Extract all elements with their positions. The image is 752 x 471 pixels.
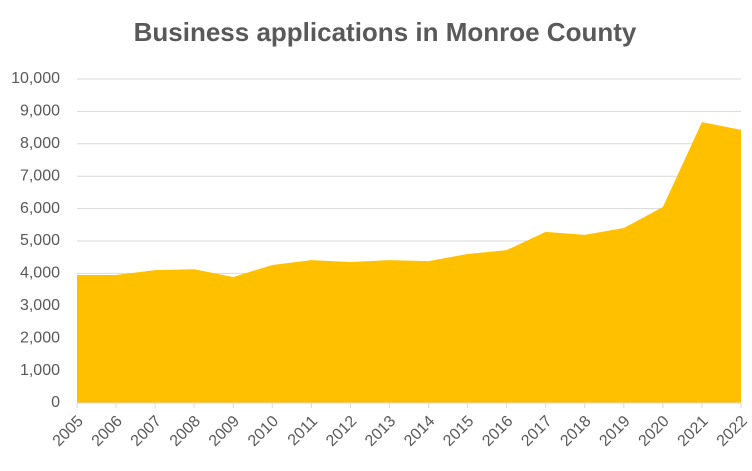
x-tick-label: 2016 [479, 413, 516, 450]
x-tick-label: 2014 [401, 413, 438, 450]
x-tick-label: 2019 [596, 413, 633, 450]
x-tick-label: 2017 [518, 413, 555, 450]
x-tick-label: 2013 [362, 413, 399, 450]
y-tick-label: 7,000 [20, 167, 60, 184]
y-tick-label: 4,000 [20, 265, 60, 282]
x-tick-label: 2010 [245, 413, 282, 450]
y-tick-label: 6,000 [20, 200, 60, 217]
x-tick-label: 2005 [50, 413, 87, 450]
x-tick-label: 2021 [675, 413, 712, 450]
x-tick-label: 2009 [206, 413, 243, 450]
x-tick-label: 2015 [440, 413, 477, 450]
y-tick-label: 1,000 [20, 362, 60, 379]
area [77, 122, 741, 403]
x-tick-label: 2012 [323, 413, 360, 450]
y-tick-label: 9,000 [20, 103, 60, 120]
x-tick-label: 2020 [636, 413, 673, 450]
x-tick-label: 2011 [285, 413, 321, 449]
y-tick-label: 5,000 [20, 232, 60, 249]
y-tick-label: 8,000 [20, 135, 60, 152]
y-tick-label: 10,000 [11, 70, 60, 87]
x-tick-label: 2006 [89, 413, 126, 450]
chart-title: Business applications in Monroe County [134, 17, 637, 47]
x-tick-label: 2018 [557, 413, 594, 450]
y-tick-label: 0 [51, 394, 60, 411]
x-tick-label: 2007 [128, 413, 165, 450]
y-tick-label: 3,000 [20, 297, 60, 314]
y-tick-label: 2,000 [20, 329, 60, 346]
x-tick-label: 2022 [714, 413, 751, 450]
x-tick-label: 2008 [167, 413, 204, 450]
